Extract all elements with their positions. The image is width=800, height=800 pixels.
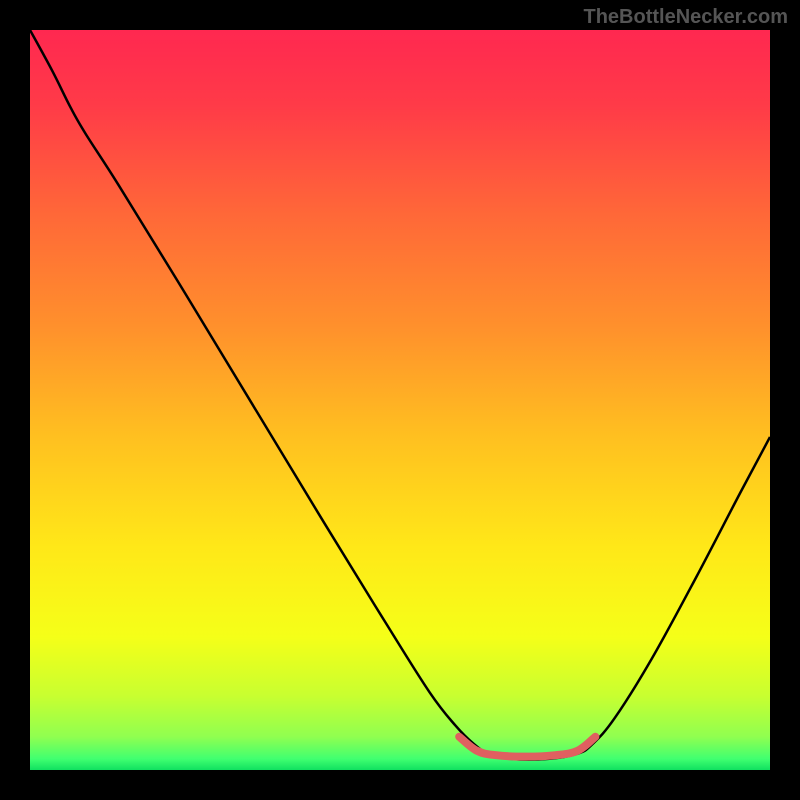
gradient-background bbox=[30, 30, 770, 770]
chart-container bbox=[30, 30, 770, 770]
chart-svg bbox=[30, 30, 770, 770]
watermark-text: TheBottleNecker.com bbox=[583, 6, 788, 29]
